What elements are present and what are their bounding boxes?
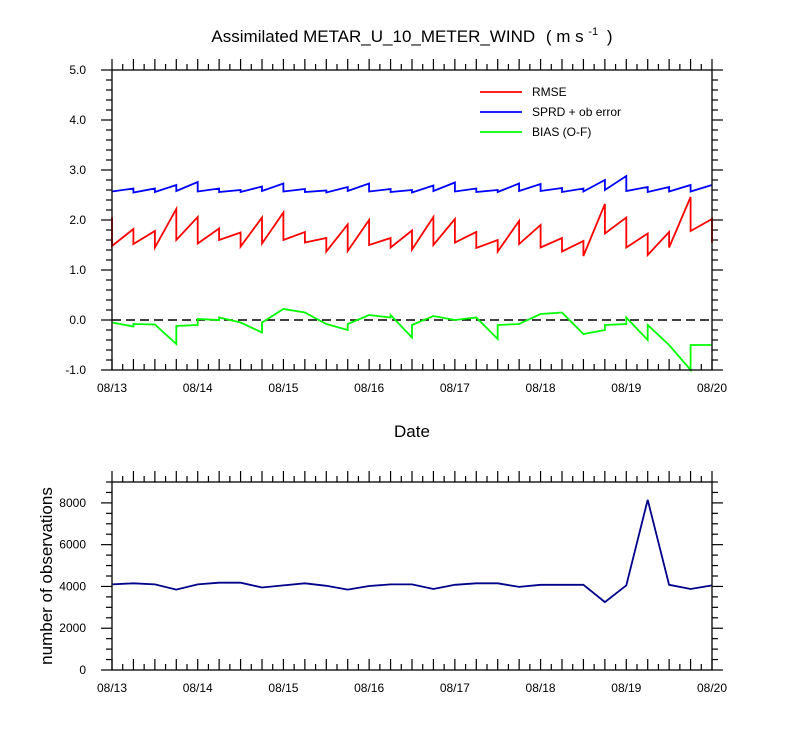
legend-label: SPRD + ob error xyxy=(532,105,621,119)
x-tick-label: 08/16 xyxy=(354,381,384,395)
y-tick-label: 5.0 xyxy=(69,63,86,77)
x-tick-label: 08/15 xyxy=(268,681,298,695)
top-plot-frame xyxy=(111,69,713,371)
y-tick-label: 4000 xyxy=(59,579,86,593)
y-tick-label: 1.0 xyxy=(69,263,86,277)
rmse-spread-bias-panel: 08/13 08/14 08/15 08/16 08/17 08/18 08/19 08/20… xyxy=(65,59,727,441)
y-tick-label: 2.0 xyxy=(69,213,86,227)
chart-title-units-sup: -1 xyxy=(588,26,598,38)
x-tick-label: 08/16 xyxy=(354,681,384,695)
x-tick-label: 08/19 xyxy=(611,381,641,395)
x-tick-label: 08/13 xyxy=(97,381,127,395)
top-panel-ticks xyxy=(101,59,723,371)
x-tick-label: 08/17 xyxy=(440,381,470,395)
top-panel-tick-labels: 08/13 08/14 08/15 08/16 08/17 08/18 08/19 08/20… xyxy=(65,63,727,395)
y-tick-label: -1.0 xyxy=(65,363,86,377)
x-tick-label: 08/18 xyxy=(526,381,556,395)
chart-title-units-close: ) xyxy=(607,27,613,46)
x-tick-label: 08/17 xyxy=(440,681,470,695)
y-tick-label: 3.0 xyxy=(69,163,86,177)
y-tick-label: 4.0 xyxy=(69,113,86,127)
chart-title-units: ( m s xyxy=(546,27,584,46)
chart-title: Assimilated METAR_U_10_METER_WIND ( m s … xyxy=(211,20,612,46)
x-tick-label: 08/14 xyxy=(183,681,213,695)
bottom-panel-series xyxy=(111,499,713,604)
y-tick-label: 2000 xyxy=(59,621,86,635)
y-tick-label: 0 xyxy=(79,663,86,677)
observation-count-panel: 08/13 08/14 08/15 08/16 08/17 08/18 08/19 08/20… xyxy=(37,471,727,695)
series-line-rmse xyxy=(111,196,713,258)
x-tick-label: 08/20 xyxy=(697,381,727,395)
y-tick-label: 6000 xyxy=(59,538,86,552)
legend-label: RMSE xyxy=(532,85,567,99)
x-tick-label: 08/14 xyxy=(183,381,213,395)
bottom-y-axis-label: number of observations xyxy=(37,487,56,665)
top-panel-series xyxy=(111,174,713,373)
legend: RMSE SPRD + ob error BIAS (O-F) xyxy=(480,85,621,139)
bottom-panel-tick-labels: 08/13 08/14 08/15 08/16 08/17 08/18 08/19 08/20… xyxy=(59,496,727,695)
chart-title-main: Assimilated METAR_U_10_METER_WIND xyxy=(211,27,535,46)
bottom-panel-ticks xyxy=(101,471,723,671)
x-tick-label: 08/13 xyxy=(97,681,127,695)
series-line-sprd-ob-error xyxy=(111,174,713,194)
legend-label: BIAS (O-F) xyxy=(532,125,591,139)
top-x-axis-label: Date xyxy=(394,422,430,441)
series-line-observations xyxy=(111,499,713,604)
x-tick-label: 08/15 xyxy=(268,381,298,395)
x-tick-label: 08/20 xyxy=(697,681,727,695)
y-tick-label: 0.0 xyxy=(69,313,86,327)
y-tick-label: 8000 xyxy=(59,496,86,510)
series-line-bias-o-f xyxy=(111,308,712,373)
x-tick-label: 08/18 xyxy=(526,681,556,695)
x-tick-label: 08/19 xyxy=(611,681,641,695)
bottom-plot-frame xyxy=(111,481,713,671)
